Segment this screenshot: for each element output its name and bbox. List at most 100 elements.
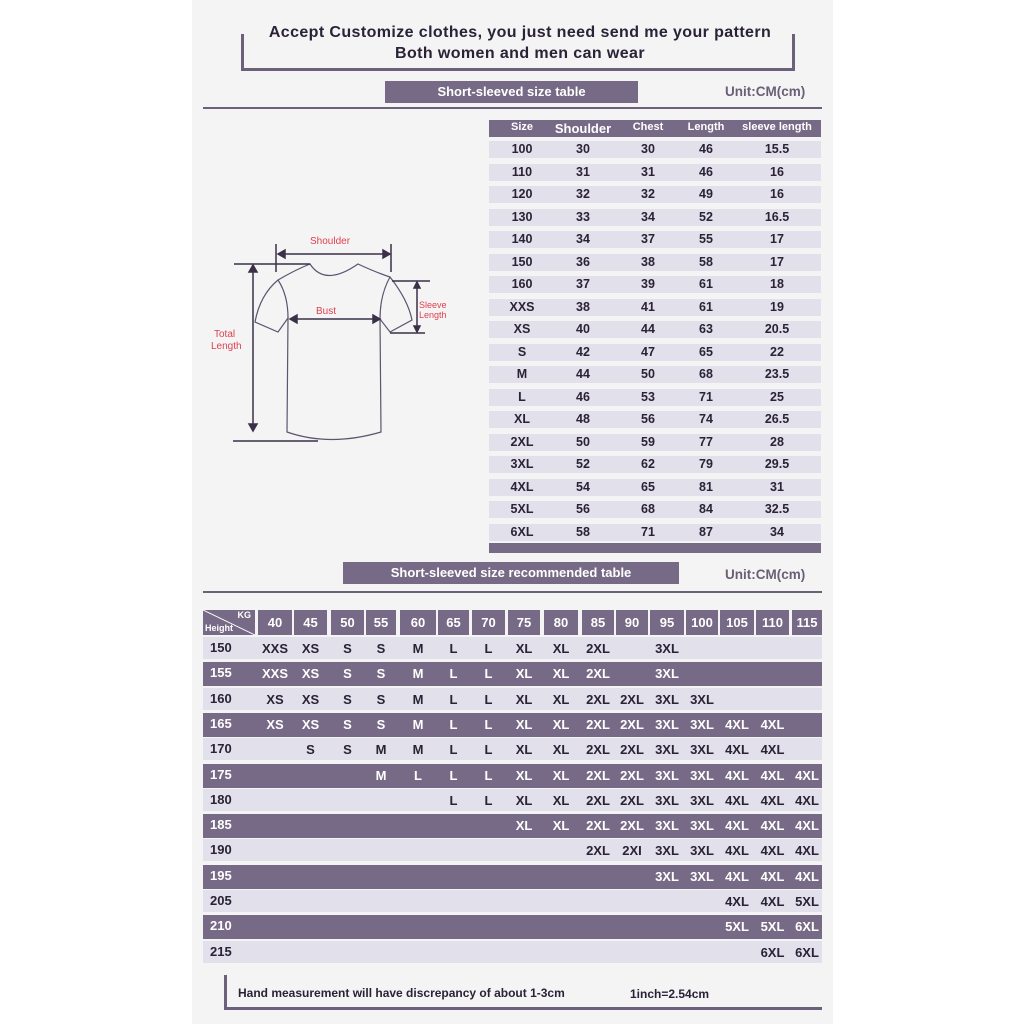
table-cell: 36 — [576, 254, 590, 269]
size-cell: 4XL — [725, 742, 749, 758]
size-table-unit: Unit:CM(cm) — [725, 84, 806, 99]
size-cell: 4XL — [725, 792, 749, 808]
footer-note: Hand measurement will have discrepancy o… — [238, 986, 565, 1000]
table-cell: 32 — [576, 187, 590, 201]
height-label: 180 — [210, 791, 232, 807]
size-cell: 5XL — [725, 919, 749, 935]
table-cell: 160 — [511, 277, 533, 291]
table-cell: S — [517, 344, 527, 359]
table-cell: 100 — [511, 142, 533, 156]
size-cell: XXS — [261, 666, 289, 682]
size-cell: 3XL — [655, 691, 679, 707]
weight-header: 115 — [792, 610, 822, 635]
table-cell: 34 — [770, 524, 784, 539]
table-row — [489, 141, 821, 158]
size-cell: M — [412, 641, 424, 656]
table-cell: 37 — [641, 232, 655, 246]
height-label: 195 — [210, 867, 232, 883]
table-row — [489, 208, 821, 226]
size-cell: 3XL — [690, 691, 714, 707]
table-row — [489, 276, 821, 293]
size-table-column-header: Size — [510, 121, 534, 133]
table-cell: 31 — [576, 164, 590, 179]
size-cell: 3XL — [655, 792, 679, 808]
table-cell: 41 — [641, 299, 655, 314]
table-cell: 150 — [511, 254, 533, 269]
size-cell: 3XL — [690, 843, 714, 859]
table-cell: 33 — [576, 209, 590, 224]
table-cell: 50 — [641, 367, 655, 381]
size-cell: 4XL — [725, 818, 749, 834]
size-cell: XL — [515, 666, 533, 682]
table-cell: 30 — [576, 142, 590, 156]
corner-height: Height — [205, 623, 233, 633]
table-row — [203, 915, 822, 940]
size-cell: 2XL — [586, 666, 610, 682]
table-cell: 19 — [770, 299, 784, 314]
table-row — [489, 231, 821, 248]
size-cell: 4XL — [795, 868, 819, 884]
size-cell: 2XL — [620, 792, 644, 808]
size-cell: XL — [552, 666, 570, 682]
table-row — [203, 763, 822, 788]
table-cell: 58 — [576, 524, 590, 539]
table-cell: 47 — [641, 344, 655, 359]
table-cell: 56 — [576, 502, 590, 516]
size-cell: 6XL — [795, 919, 819, 935]
table-cell: 110 — [511, 164, 533, 179]
total-label-2: Length — [211, 341, 242, 352]
table-row — [489, 343, 821, 361]
size-cell: 3XL — [690, 742, 714, 758]
size-cell: 4XL — [795, 818, 819, 834]
table-cell: 2XL — [510, 434, 534, 449]
table-cell: 32.5 — [764, 502, 790, 516]
table-cell: 68 — [641, 502, 655, 516]
table-cell: 16 — [770, 187, 784, 201]
size-table-footer-bar — [489, 543, 821, 553]
size-table-column-header: sleeve length — [742, 121, 812, 133]
table-cell: 26.5 — [764, 412, 790, 426]
height-label: 205 — [210, 893, 232, 908]
table-row — [203, 738, 822, 761]
table-cell: 61 — [699, 299, 713, 314]
size-cell: 3XL — [690, 868, 714, 884]
table-cell: 34 — [641, 209, 655, 224]
table-cell: 28 — [770, 434, 784, 449]
weight-header: 65 — [438, 610, 469, 635]
table-cell: 15.5 — [764, 142, 790, 156]
size-cell: 2XL — [586, 641, 610, 656]
size-cell: XS — [301, 716, 320, 732]
size-cell: L — [484, 792, 493, 808]
table-cell: XS — [513, 322, 531, 336]
size-table-column-header: Chest — [632, 121, 664, 133]
size-cell: L — [484, 641, 493, 656]
size-cell: S — [343, 742, 352, 758]
size-cell: S — [306, 742, 315, 758]
table-cell: 38 — [576, 299, 590, 314]
table-cell: 55 — [699, 232, 713, 246]
size-cell: XXS — [261, 641, 289, 656]
table-row — [203, 839, 822, 862]
size-cell: 4XL — [725, 868, 749, 884]
size-cell: 4XL — [725, 767, 749, 783]
size-cell: L — [484, 691, 493, 707]
size-cell: 5XL — [795, 894, 819, 909]
size-cell: XL — [552, 641, 570, 656]
size-cell: 2XL — [586, 716, 610, 732]
size-cell: 6XL — [795, 944, 819, 960]
table-cell: 25 — [770, 389, 784, 404]
size-cell: L — [449, 792, 458, 808]
size-cell: L — [449, 767, 458, 783]
table-row — [489, 478, 821, 496]
size-cell: 4XL — [725, 716, 749, 732]
size-cell: M — [375, 767, 387, 783]
size-cell: M — [412, 666, 424, 682]
table-row — [489, 411, 821, 428]
bust-label: Bust — [316, 306, 337, 317]
size-cell: 2XL — [586, 742, 610, 758]
size-cell: 4XL — [760, 894, 785, 909]
sleeve-label-1: Sleeve — [419, 300, 447, 310]
table-cell: 31 — [770, 479, 784, 494]
table-row — [203, 864, 822, 889]
size-table-title: Short-sleeved size table — [385, 81, 638, 103]
